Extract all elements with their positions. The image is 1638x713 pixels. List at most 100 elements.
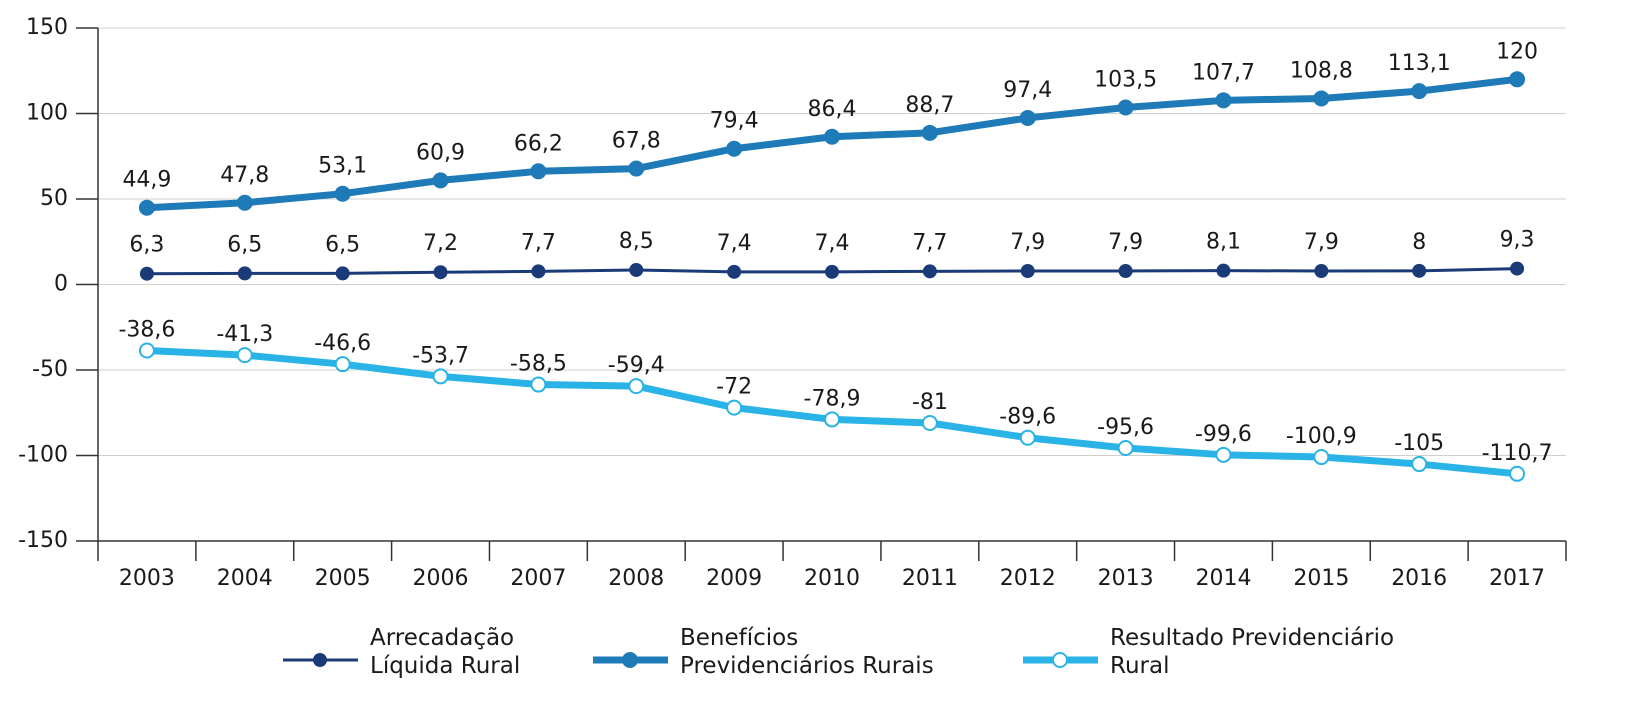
legend-marker — [622, 652, 638, 668]
y-tick-label: -50 — [32, 357, 68, 382]
data-label: 7,9 — [1304, 230, 1339, 255]
data-label: 107,7 — [1192, 60, 1255, 85]
data-label: 44,9 — [122, 168, 171, 193]
data-label: -95,6 — [1097, 415, 1154, 440]
x-tick-label: 2015 — [1293, 566, 1349, 591]
marker — [334, 185, 351, 202]
marker — [530, 163, 547, 180]
marker — [432, 368, 449, 385]
x-tick-label: 2007 — [510, 566, 566, 591]
x-tick-label: 2013 — [1098, 566, 1154, 591]
data-label: 113,1 — [1388, 51, 1451, 76]
marker — [921, 415, 938, 432]
marker — [628, 160, 645, 177]
data-label: 7,4 — [815, 231, 850, 256]
legend-marker — [313, 653, 327, 667]
x-tick-label: 2005 — [315, 566, 371, 591]
x-tick-label: 2009 — [706, 566, 762, 591]
data-label: 7,7 — [912, 230, 947, 255]
marker — [530, 376, 547, 393]
data-label: -105 — [1394, 431, 1444, 456]
data-label: -53,7 — [412, 343, 469, 368]
marker — [1411, 456, 1428, 473]
data-label: 108,8 — [1290, 58, 1353, 83]
x-tick-label: 2010 — [804, 566, 860, 591]
data-label: 47,8 — [220, 163, 269, 188]
data-label: 9,3 — [1500, 228, 1535, 253]
marker — [237, 266, 252, 281]
data-label: -72 — [716, 375, 752, 400]
marker — [1509, 465, 1526, 482]
data-label: -41,3 — [216, 322, 273, 347]
marker — [628, 378, 645, 395]
data-label: 60,9 — [416, 140, 465, 165]
data-label: -78,9 — [804, 386, 861, 411]
marker — [1117, 99, 1134, 116]
data-label: 6,5 — [227, 232, 262, 257]
x-tick-label: 2014 — [1195, 566, 1251, 591]
data-label: -110,7 — [1482, 441, 1553, 466]
data-label: -46,6 — [314, 331, 371, 356]
x-tick-label: 2017 — [1489, 566, 1545, 591]
marker — [531, 264, 546, 279]
marker — [726, 399, 743, 416]
data-label: 120 — [1496, 39, 1538, 64]
marker — [1509, 71, 1526, 88]
data-label: -99,6 — [1195, 422, 1252, 447]
data-label: -38,6 — [118, 318, 175, 343]
marker — [1020, 263, 1035, 278]
y-tick-label: 0 — [54, 272, 68, 297]
data-label: -58,5 — [510, 352, 567, 377]
y-tick-label: 150 — [26, 15, 68, 40]
marker — [138, 199, 155, 216]
y-tick-label: 100 — [26, 101, 68, 126]
x-tick-label: 2016 — [1391, 566, 1447, 591]
marker — [334, 356, 351, 373]
data-label: 79,4 — [710, 109, 759, 134]
x-tick-label: 2003 — [119, 566, 175, 591]
data-label: 97,4 — [1003, 78, 1052, 103]
x-tick-label: 2011 — [902, 566, 958, 591]
marker — [922, 264, 937, 279]
data-label: 53,1 — [318, 154, 367, 179]
marker — [1313, 90, 1330, 107]
data-label: 8,1 — [1206, 230, 1241, 255]
marker — [825, 264, 839, 279]
data-label: 7,2 — [423, 231, 458, 256]
marker — [1412, 263, 1427, 278]
marker — [432, 172, 449, 189]
data-label: 6,3 — [129, 233, 164, 258]
data-label: 88,7 — [905, 93, 954, 118]
marker — [1117, 439, 1134, 456]
marker — [139, 266, 154, 281]
x-tick-label: 2012 — [1000, 566, 1056, 591]
marker — [1019, 109, 1036, 126]
y-tick-label: -150 — [18, 528, 68, 553]
marker — [824, 411, 840, 428]
x-tick-label: 2008 — [608, 566, 664, 591]
data-label: 86,4 — [808, 97, 857, 122]
marker — [1314, 263, 1329, 278]
marker — [727, 264, 742, 279]
data-label: 8 — [1412, 230, 1426, 255]
marker — [1019, 429, 1036, 446]
x-tick-label: 2006 — [413, 566, 469, 591]
data-label: -100,9 — [1286, 424, 1357, 449]
marker — [1215, 446, 1232, 463]
marker — [629, 262, 644, 277]
data-label: 8,5 — [619, 229, 654, 254]
marker — [1411, 83, 1428, 100]
data-label: 7,7 — [521, 230, 556, 255]
data-label: 66,2 — [514, 131, 563, 156]
legend-label: Resultado Previdenciário Rural — [1110, 625, 1395, 679]
marker — [1118, 263, 1133, 278]
data-label: -81 — [912, 390, 948, 415]
data-label: 7,9 — [1108, 230, 1143, 255]
marker — [921, 124, 938, 141]
data-label: -59,4 — [608, 353, 665, 378]
x-tick-label: 2004 — [217, 566, 273, 591]
legend-marker — [1052, 652, 1068, 668]
data-label: -89,6 — [999, 405, 1056, 430]
marker — [824, 128, 840, 145]
